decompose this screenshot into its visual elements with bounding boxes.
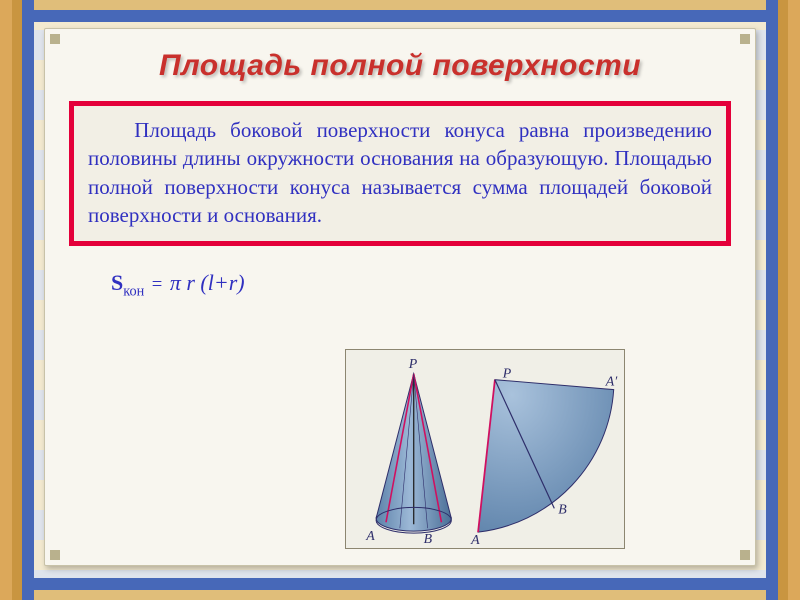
formula-symbol: S xyxy=(111,270,123,295)
definition-box: Площадь боковой поверхности конуса равна… xyxy=(69,101,731,246)
cone-diagram: P A B P A′ A B xyxy=(345,349,625,549)
page-title: Площадь полной поверхности xyxy=(69,49,731,83)
label-A2: A xyxy=(470,532,480,547)
content-card: Площадь полной поверхности Площадь боков… xyxy=(44,28,756,566)
label-P2: P xyxy=(502,366,512,381)
corner-ornament xyxy=(50,550,60,560)
definition-text: Площадь боковой поверхности конуса равна… xyxy=(88,116,712,229)
formula: Sкон = π r (l+r) xyxy=(111,270,731,300)
label-Aprime: A′ xyxy=(605,374,618,389)
formula-subscript: кон xyxy=(123,284,144,300)
corner-ornament xyxy=(740,550,750,560)
slide-frame: Площадь полной поверхности Площадь боков… xyxy=(0,0,800,600)
formula-expression: π r (l+r) xyxy=(170,270,245,295)
corner-ornament xyxy=(740,34,750,44)
label-B2: B xyxy=(558,501,567,516)
corner-ornament xyxy=(50,34,60,44)
formula-equals: = xyxy=(150,274,165,295)
label-A: A xyxy=(365,528,375,543)
label-B: B xyxy=(424,531,433,546)
label-apex: P xyxy=(408,356,418,371)
